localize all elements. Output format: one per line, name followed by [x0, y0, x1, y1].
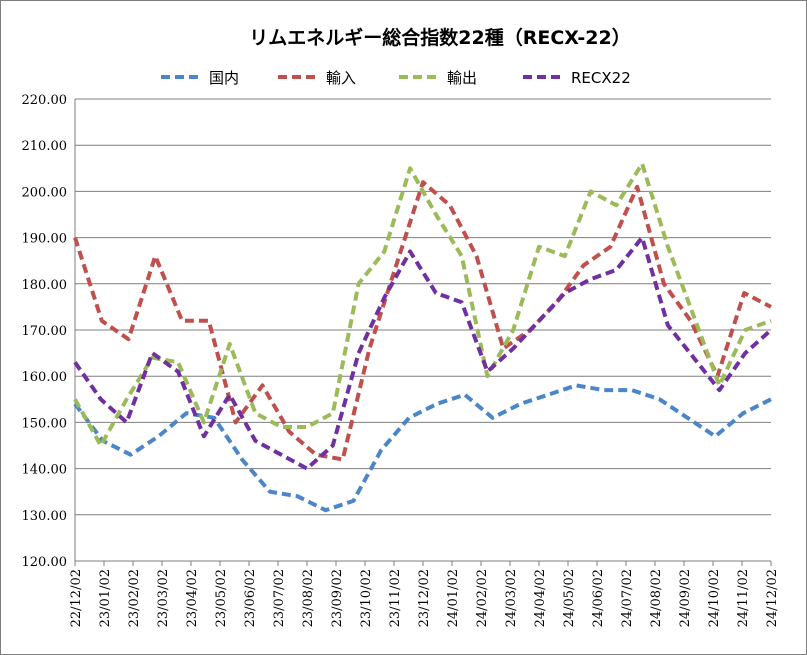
gridlines: [75, 98, 771, 562]
x-tick-label: 22/12/02: [69, 569, 84, 627]
y-tick-label: 190.00: [22, 232, 68, 247]
y-tick-label: 120.00: [22, 555, 68, 570]
x-tick-label: 24/07/02: [620, 569, 635, 627]
x-tick-label: 23/06/02: [243, 569, 258, 627]
x-tick-label: 24/11/02: [736, 569, 751, 627]
series-line-4: [73, 235, 773, 471]
x-tick-label: 23/03/02: [156, 569, 171, 627]
x-tick-label: 23/12/02: [417, 569, 432, 627]
y-tick-label: 200.00: [22, 185, 68, 200]
x-tick-label: 24/01/02: [446, 569, 461, 627]
legend: 国内 輸入 輸出 RECX22: [161, 69, 631, 87]
y-tick-label: 170.00: [22, 324, 68, 339]
x-tick-label: 23/01/02: [98, 569, 113, 627]
y-tick-label: 160.00: [22, 370, 68, 385]
x-tick-label: 24/05/02: [562, 569, 577, 627]
legend-label: 輸出: [447, 69, 477, 87]
x-tick-label: 24/03/02: [504, 569, 519, 627]
series-group: [73, 161, 773, 513]
chart-title: リムエネルギー総合指数22種（RECX-22）: [249, 26, 630, 49]
series-line-3: [73, 161, 772, 448]
y-tick-label: 220.00: [22, 93, 68, 108]
x-tick-label: 24/04/02: [533, 569, 548, 627]
x-tick-label: 23/04/02: [185, 569, 200, 627]
series-line-2: [73, 180, 772, 462]
y-tick-label: 150.00: [22, 416, 68, 431]
x-tick-label: 23/07/02: [272, 569, 287, 627]
x-tick-label: 23/11/02: [388, 569, 403, 627]
y-tick-label: 130.00: [22, 509, 68, 524]
x-axis: 22/12/02 23/01/02 23/02/02 23/03/02 23/04/02…: [69, 561, 780, 627]
x-tick-label: 24/12/02: [765, 569, 780, 627]
x-tick-label: 24/02/02: [475, 569, 490, 627]
x-tick-label: 23/10/02: [359, 569, 374, 627]
x-tick-label: 24/09/02: [678, 569, 693, 627]
y-tick-label: 180.00: [22, 278, 68, 293]
x-tick-label: 24/08/02: [649, 569, 664, 627]
x-tick-label: 23/02/02: [127, 569, 142, 627]
x-tick-label: 23/08/02: [301, 569, 316, 627]
y-tick-label: 140.00: [22, 463, 68, 478]
x-tick-label: 23/09/02: [330, 569, 345, 627]
x-tick-label: 24/10/02: [707, 569, 722, 627]
x-tick-label: 23/05/02: [214, 569, 229, 627]
series-line-1: [73, 383, 772, 513]
y-tick-label: 210.00: [22, 139, 68, 154]
legend-label: RECX22: [571, 69, 631, 87]
x-tick-label: 24/06/02: [591, 569, 606, 627]
legend-label: 輸入: [326, 69, 356, 87]
y-axis: 120.00 130.00 140.00 150.00 160.00 170.00 180.…: [22, 93, 76, 570]
legend-label: 国内: [209, 69, 239, 87]
